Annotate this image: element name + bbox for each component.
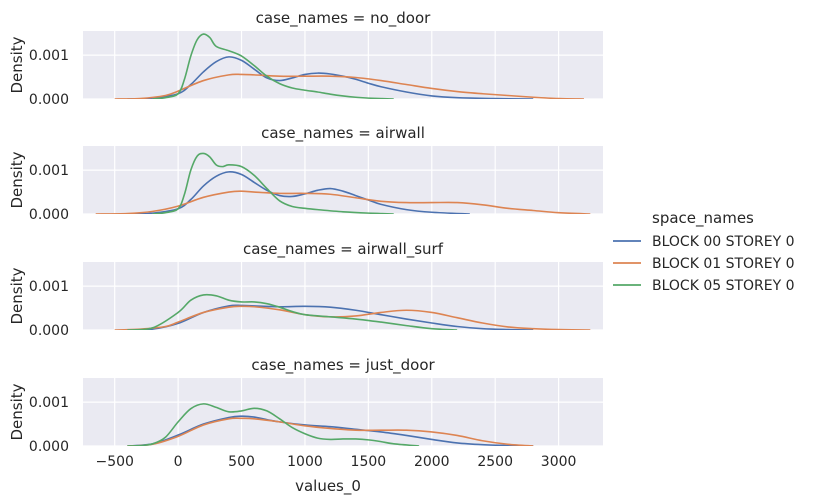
panel-title: case_names = airwall_surf xyxy=(243,240,444,259)
y-tick-label: 0.001 xyxy=(29,48,69,64)
facet-panel: case_names = airwall_surf 0.000 0.001Densi… xyxy=(8,240,603,339)
x-tick-label: 0 xyxy=(174,454,183,470)
x-tick-label: −500 xyxy=(95,454,133,470)
plot-area xyxy=(83,146,603,214)
panels: case_names = no_door0.0000.001Densitycas… xyxy=(8,9,603,470)
x-tick-label: 2000 xyxy=(414,454,450,470)
y-axis-label: Density xyxy=(8,383,26,440)
y-tick-label: 0.000 xyxy=(29,92,69,108)
panel-title: case_names = no_door xyxy=(256,9,432,28)
legend-title: space_names xyxy=(652,209,754,228)
kde-line xyxy=(127,403,420,446)
legend-label: BLOCK 01 STOREY 0 xyxy=(652,256,795,272)
kde-line xyxy=(152,33,394,99)
x-tick-label: 1500 xyxy=(351,454,387,470)
legend-label: BLOCK 05 STOREY 0 xyxy=(652,278,795,294)
plot-area xyxy=(83,378,603,446)
kde-line xyxy=(127,417,534,446)
x-tick-label: 3000 xyxy=(541,454,577,470)
plot-area xyxy=(83,262,603,330)
panel-title: case_names = just_door xyxy=(251,356,435,375)
legend-label: BLOCK 00 STOREY 0 xyxy=(652,234,795,250)
legend-entry: BLOCK 00 STOREY 0 xyxy=(613,234,795,250)
y-tick-label: 0.001 xyxy=(29,279,69,295)
kde-line xyxy=(95,190,591,214)
plot-area xyxy=(83,31,603,99)
x-axis-label: values_0 xyxy=(295,477,361,496)
legend-entry: BLOCK 05 STOREY 0 xyxy=(613,278,795,294)
y-tick-label: 0.001 xyxy=(29,163,69,179)
y-axis-label: Density xyxy=(8,151,26,208)
legend-entry: BLOCK 01 STOREY 0 xyxy=(613,256,795,272)
y-axis-label: Density xyxy=(8,36,26,93)
legend: space_names BLOCK 00 STOREY 0 BLOCK 01 ST… xyxy=(613,209,795,294)
kde-line xyxy=(127,415,534,446)
x-tick-label: 2500 xyxy=(477,454,513,470)
y-tick-label: 0.000 xyxy=(29,207,69,223)
kde-line xyxy=(127,171,470,214)
y-axis-label: Density xyxy=(8,267,26,324)
kde-line xyxy=(152,152,394,214)
panel-title: case_names = airwall xyxy=(261,124,425,143)
kde-line xyxy=(114,73,584,99)
y-tick-label: 0.000 xyxy=(29,439,69,455)
x-tick-label: 500 xyxy=(228,454,255,470)
kde-line xyxy=(127,293,458,330)
x-tick-label: 1000 xyxy=(287,454,323,470)
y-tick-label: 0.000 xyxy=(29,323,69,339)
y-tick-label: 0.001 xyxy=(29,395,69,411)
